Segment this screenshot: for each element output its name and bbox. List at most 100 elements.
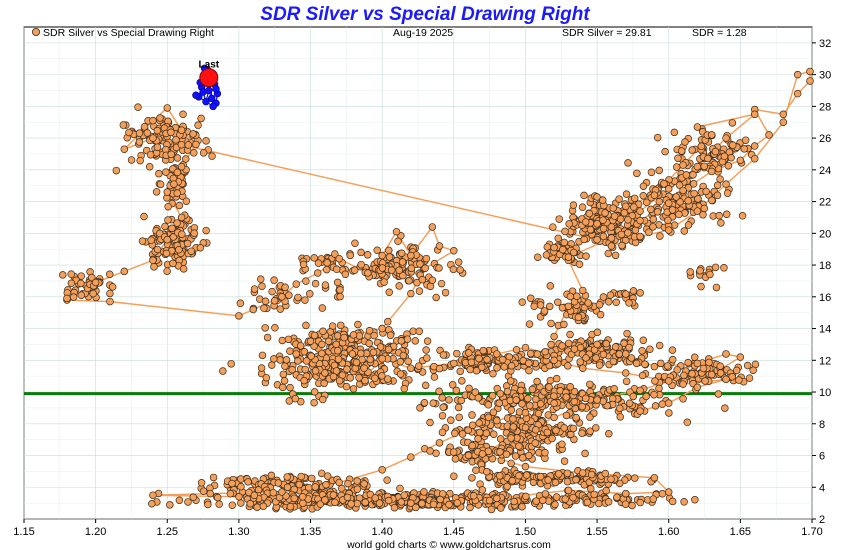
data-point (551, 500, 559, 509)
data-point (106, 297, 114, 306)
axis-ticks: 1.15 1.20 1.25 1.30 1.35 1.40 1.45 1.50 1.55 1.60… (13, 38, 831, 538)
data-point (522, 471, 531, 479)
data-point (319, 327, 327, 336)
data-point (727, 154, 735, 162)
data-point (105, 270, 114, 279)
data-point (576, 343, 585, 352)
data-point (668, 497, 677, 506)
data-point (333, 332, 342, 340)
data-point (449, 265, 458, 274)
data-point (673, 366, 681, 374)
data-point (569, 493, 577, 502)
data-point (313, 269, 322, 277)
data-point (423, 337, 432, 345)
data-point (467, 358, 476, 367)
data-point (236, 299, 245, 308)
data-point (347, 500, 355, 508)
data-point (77, 291, 86, 299)
data-point (187, 247, 195, 255)
data-point (418, 499, 426, 508)
data-point (456, 266, 464, 274)
data-point (138, 237, 147, 245)
data-point (361, 498, 370, 507)
data-point (407, 364, 415, 372)
data-point (415, 327, 424, 336)
data-point (736, 353, 745, 361)
data-point (166, 501, 174, 509)
data-point (349, 331, 358, 339)
data-point (283, 483, 292, 491)
data-point (534, 409, 543, 418)
data-point (570, 387, 579, 396)
data-point (134, 103, 142, 111)
data-point (601, 209, 609, 217)
data-point (385, 253, 394, 261)
data-point (521, 462, 530, 471)
data-point (364, 269, 372, 277)
data-point (262, 373, 271, 382)
data-point (540, 307, 549, 315)
data-point (722, 180, 730, 188)
data-point (485, 496, 494, 505)
data-point (579, 286, 587, 295)
data-point (281, 362, 289, 370)
data-point (155, 169, 163, 178)
data-point (793, 89, 802, 98)
data-point (580, 235, 588, 244)
last-point-layer: Last (199, 60, 220, 88)
data-point (607, 475, 615, 483)
last-point-marker (199, 68, 219, 88)
data-point (525, 320, 534, 328)
data-point (684, 196, 692, 205)
data-point (533, 253, 542, 261)
data-point (664, 488, 673, 496)
data-point (493, 494, 501, 503)
data-point (420, 398, 429, 407)
data-point (324, 337, 333, 346)
data-point (701, 377, 709, 385)
data-point (435, 264, 443, 272)
data-point (749, 366, 757, 375)
data-point (502, 450, 511, 459)
data-point (655, 341, 664, 350)
data-point (599, 216, 607, 224)
data-point (550, 399, 558, 407)
data-point (261, 297, 270, 305)
y-tick-label: 10 (819, 387, 831, 399)
data-point (409, 327, 417, 335)
data-point (472, 367, 481, 375)
data-point (530, 302, 538, 311)
data-point (743, 361, 752, 370)
data-point (189, 493, 198, 501)
data-point (560, 424, 568, 432)
data-point (432, 293, 440, 302)
data-point (448, 381, 457, 389)
data-point (253, 503, 261, 511)
data-point (281, 283, 289, 292)
data-point (658, 490, 667, 498)
y-tick-label: 4 (819, 482, 825, 494)
data-point (323, 259, 331, 267)
data-point (453, 499, 462, 507)
data-point (621, 202, 630, 211)
data-point (690, 189, 698, 198)
data-point (555, 215, 563, 223)
data-point (164, 216, 172, 224)
data-point (512, 396, 520, 404)
data-point (544, 476, 552, 484)
data-point (321, 369, 329, 377)
data-point (609, 204, 617, 212)
data-point (343, 493, 352, 502)
data-point (509, 423, 518, 431)
silver-readout: SDR Silver = 29.81 (562, 27, 652, 39)
data-point (58, 271, 67, 279)
data-point (468, 411, 476, 419)
data-point (546, 376, 555, 385)
data-point (179, 265, 188, 273)
data-point (360, 364, 368, 372)
data-point (572, 413, 580, 422)
data-point (806, 67, 814, 76)
data-point (611, 251, 620, 260)
data-point (336, 321, 345, 330)
data-point (361, 376, 369, 385)
